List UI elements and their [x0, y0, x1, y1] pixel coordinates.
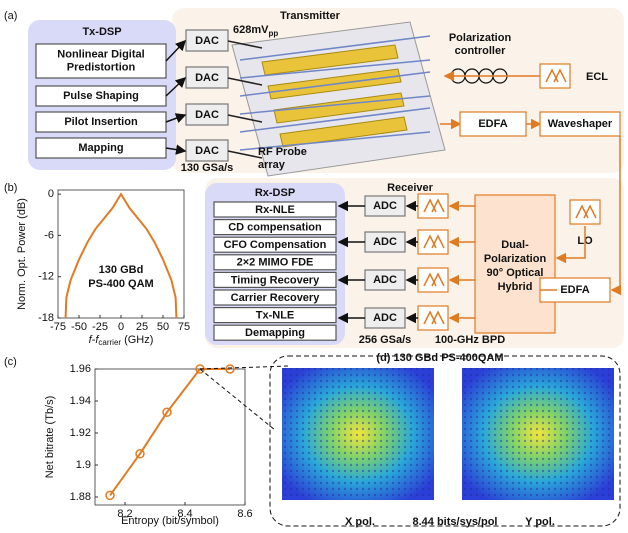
voltage-subscript: pp [268, 29, 278, 38]
label: Nonlinear Digital [57, 48, 144, 60]
label: Polarization [449, 32, 512, 44]
label: EDFA [478, 118, 507, 130]
label: 90° Optical [487, 267, 544, 279]
label: (a) [4, 10, 17, 22]
label: Dual- [501, 239, 529, 251]
label: CD compensation [228, 222, 322, 234]
label: controller [455, 45, 506, 57]
label: ADC [373, 274, 397, 286]
constellation-points [462, 368, 614, 500]
label: DAC [195, 145, 219, 157]
annotation: 130 GBd [99, 264, 144, 276]
label: ADC [373, 200, 397, 212]
y-tick-label: 1.92 [70, 427, 91, 439]
label: 100-GHz BPD [435, 334, 505, 346]
label: Pilot Insertion [64, 116, 138, 128]
label: EDFA [560, 284, 589, 296]
label: Mapping [78, 142, 123, 154]
label: Demapping [245, 327, 305, 339]
x-tick-label: 50 [157, 321, 169, 333]
label: Polarization [484, 253, 547, 265]
x-axis-label-unit: (GHz) [124, 334, 153, 346]
label: (b) [4, 182, 17, 194]
figure: (a) Tx-DSP Nonlinear DigitalPredistortion P… [0, 0, 628, 533]
label: Timing Recovery [231, 274, 320, 286]
x-tick-label: -50 [71, 321, 87, 333]
label: ADC [373, 236, 397, 248]
label: Predistortion [67, 61, 136, 73]
x-tick-label: 8.6 [237, 508, 252, 520]
y-tick-label: 1.88 [70, 491, 91, 503]
label: Waveshaper [548, 118, 613, 130]
plot-frame [58, 190, 184, 318]
label: Carrier Recovery [231, 292, 321, 304]
label: 8.44 bits/sys/pol [413, 516, 498, 528]
y-tick-label: 0 [48, 188, 54, 200]
label: Tx-NLE [256, 310, 295, 322]
voltage-value: 628mV [233, 24, 269, 36]
y-axis-label: Net bitrate (Tb/s) [44, 396, 56, 479]
label: array [258, 159, 286, 171]
label: Rx-DSP [255, 187, 295, 199]
label: ADC [373, 312, 397, 324]
y-axis-label: Norm. Opt. Power (dB) [16, 198, 28, 310]
label: (c) [4, 356, 17, 368]
x-tick-label: 75 [178, 321, 190, 333]
label: DAC [195, 109, 219, 121]
x-axis-label: f-fcarrier(GHz) [89, 334, 154, 347]
y-tick-label: -18 [38, 312, 54, 324]
label: Y pol. [525, 516, 555, 528]
annotation: PS-400 QAM [88, 278, 153, 290]
label: 2×2 MIMO FDE [237, 257, 314, 269]
y-tick-label: 1.94 [70, 395, 91, 407]
label: Rx-NLE [255, 204, 295, 216]
label: Tx-DSP [82, 26, 121, 38]
label: Transmitter [280, 10, 341, 22]
label: (d) 130 GBd PS-400QAM [376, 352, 503, 364]
label: Pulse Shaping [63, 90, 139, 102]
y-tick-label: -6 [44, 229, 54, 241]
y-tick-label: -12 [38, 271, 54, 283]
x-tick-label: 25 [136, 321, 148, 333]
label: 130 GSa/s [181, 162, 234, 174]
label: Hybrid [498, 281, 533, 293]
y-tick-label: 1.9 [76, 459, 91, 471]
label: DAC [195, 35, 219, 47]
label: Receiver [387, 182, 434, 194]
x-axis-label-subscript: carrier [98, 338, 121, 347]
label: DAC [195, 72, 219, 84]
label: RF Probe [258, 146, 307, 158]
label: X pol. [345, 516, 375, 528]
label: ECL [586, 71, 608, 83]
x-tick-label: 0 [118, 321, 124, 333]
constellation-points [282, 368, 434, 500]
x-tick-label: -25 [92, 321, 108, 333]
label: 256 GSa/s [359, 334, 412, 346]
y-tick-label: 1.96 [70, 363, 91, 375]
x-axis-label: Entropy (bit/symbol) [121, 515, 219, 527]
label: CFO Compensation [224, 239, 327, 251]
